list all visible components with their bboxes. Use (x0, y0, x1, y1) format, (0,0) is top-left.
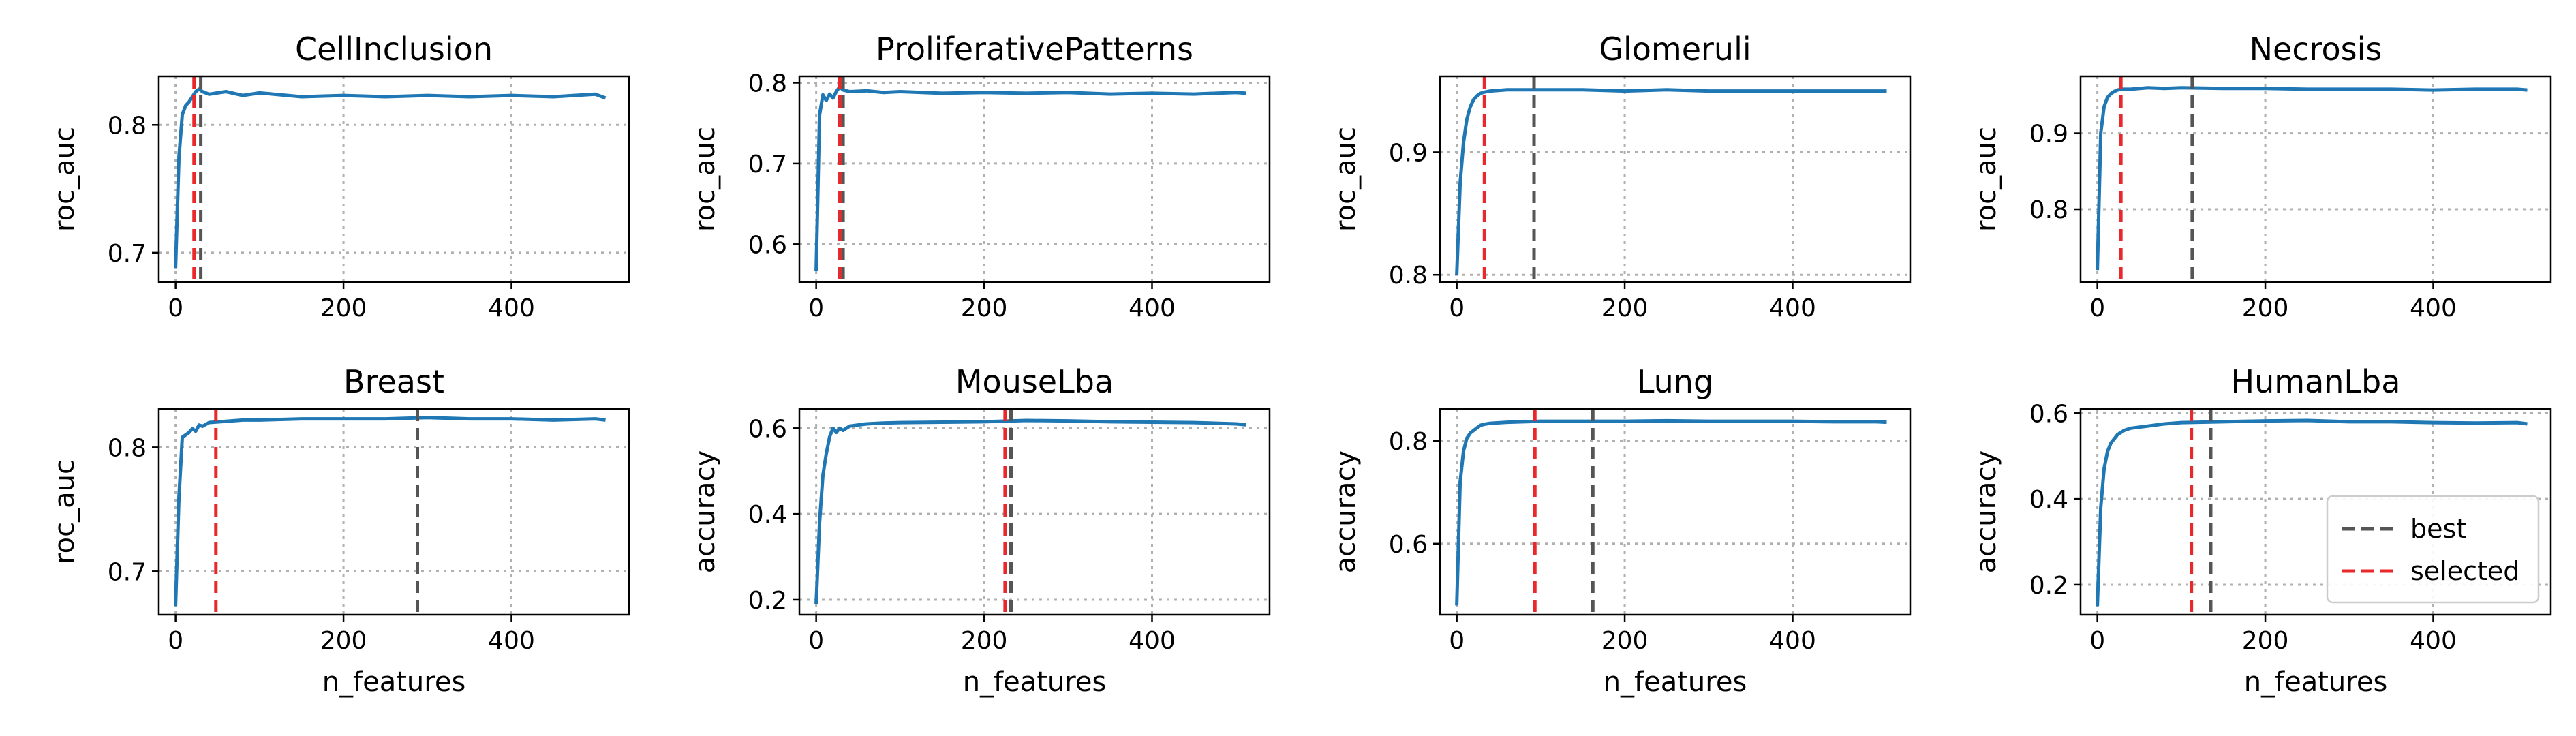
x-tick-label: 0 (2089, 294, 2105, 322)
subplot-necrosis: 0 200 400 0.8 0.9 Necrosis roc_auc (1971, 31, 2552, 322)
x-tick-label: 400 (1769, 627, 1816, 655)
y-tick-label: 0.9 (1389, 139, 1428, 167)
subplot-title: HumanLba (2231, 363, 2401, 400)
x-tick-label: 200 (2242, 294, 2289, 322)
subplot-title: CellInclusion (295, 31, 493, 67)
x-tick-label: 0 (808, 627, 824, 655)
score-curve (1455, 418, 1887, 606)
y-tick-label: 0.2 (2029, 572, 2068, 600)
x-tick-label: 400 (488, 294, 535, 322)
subplot-title: Glomeruli (1599, 31, 1751, 67)
score-curve (814, 85, 1246, 271)
x-tick-label: 400 (1769, 294, 1816, 322)
y-axis-label: accuracy (1330, 450, 1362, 573)
y-tick-label: 0.7 (108, 240, 147, 268)
y-axis-label: roc_auc (49, 127, 80, 232)
y-tick-label: 0.4 (748, 501, 787, 529)
axes-frame (798, 75, 1271, 283)
score-curve (814, 418, 1246, 604)
y-axis-label: roc_auc (49, 459, 80, 564)
score-curve (174, 87, 607, 269)
x-tick-label: 0 (168, 627, 183, 655)
axes-frame (157, 75, 630, 283)
axes-frame (2079, 75, 2552, 283)
axes-frame (1439, 408, 1912, 616)
subplot-title: MouseLba (955, 363, 1114, 400)
x-tick-label: 200 (1601, 294, 1649, 322)
score-curve (2096, 418, 2528, 607)
x-tick-label: 200 (320, 294, 367, 322)
y-tick-label: 0.4 (2029, 486, 2068, 514)
axes-frame (1439, 75, 1912, 283)
x-tick-label: 200 (2242, 627, 2289, 655)
x-tick-label: 200 (320, 627, 367, 655)
y-axis-label: accuracy (690, 450, 721, 573)
x-tick-label: 400 (1129, 294, 1176, 322)
y-tick-label: 0.6 (2029, 400, 2068, 428)
y-tick-label: 0.9 (2029, 121, 2068, 149)
y-tick-label: 0.8 (108, 112, 147, 140)
x-tick-label: 200 (961, 627, 1008, 655)
y-axis-label: roc_auc (690, 127, 721, 232)
subplot-title: Necrosis (2250, 31, 2382, 67)
y-axis-label: accuracy (1971, 450, 2002, 573)
y-axis-label: roc_auc (1330, 127, 1362, 232)
x-tick-label: 400 (2410, 294, 2457, 322)
x-axis-label: n_features (2244, 666, 2388, 698)
y-tick-label: 0.7 (748, 151, 787, 179)
x-tick-label: 400 (2410, 627, 2457, 655)
x-axis-label: n_features (322, 666, 466, 698)
score-curve (1455, 88, 1887, 275)
y-tick-label: 0.7 (108, 558, 147, 586)
score-curve (174, 416, 606, 607)
y-tick-label: 0.8 (748, 70, 787, 97)
y-tick-label: 0.6 (1389, 531, 1428, 559)
y-tick-label: 0.6 (748, 231, 787, 259)
legend-item-selected-label: selected (2410, 556, 2519, 586)
subplot-humanlba: 0 200 400 0.2 0.4 0.6 HumanLba accuracy n_featur… (1971, 363, 2552, 698)
subplot-mouselba: 0 200 400 0.2 0.4 0.6 MouseLba accuracy n_featur… (690, 363, 1271, 698)
y-tick-label: 0.8 (1389, 428, 1428, 456)
x-tick-label: 400 (1129, 627, 1176, 655)
x-axis-label: n_features (963, 666, 1107, 698)
y-tick-label: 0.8 (1389, 262, 1428, 290)
x-tick-label: 200 (961, 294, 1008, 322)
subplot-proliferativepatterns: 0 200 400 0.6 0.7 0.8 ProliferativePatterns roc… (690, 31, 1271, 322)
axes-frame (157, 408, 630, 616)
x-tick-label: 0 (808, 294, 824, 322)
subplot-glomeruli: 0 200 400 0.8 0.9 Glomeruli roc_auc (1330, 31, 1912, 322)
axes-frame (2079, 408, 2552, 616)
x-tick-label: 400 (488, 627, 535, 655)
y-tick-label: 0.8 (108, 434, 147, 462)
subplot-title: ProliferativePatterns (876, 31, 1193, 67)
x-tick-label: 0 (168, 294, 183, 322)
subplot-title: Lung (1637, 363, 1713, 400)
y-tick-label: 0.8 (2029, 196, 2068, 224)
subplot-breast: 0 200 400 0.7 0.8 Breast roc_auc n_features (49, 363, 630, 698)
x-tick-label: 200 (1601, 627, 1649, 655)
subplot-title: Breast (343, 363, 444, 400)
score-curve (2096, 86, 2528, 271)
x-tick-label: 0 (1449, 627, 1465, 655)
y-tick-label: 0.2 (748, 587, 787, 615)
subplot-lung: 0 200 400 0.6 0.8 Lung accuracy n_features (1330, 363, 1912, 698)
axes-frame (798, 408, 1271, 616)
y-tick-label: 0.6 (748, 415, 787, 443)
x-axis-label: n_features (1604, 666, 1747, 698)
y-axis-label: roc_auc (1971, 127, 2002, 232)
legend-box (2326, 495, 2540, 604)
x-tick-label: 0 (2089, 627, 2105, 655)
legend-item-best-label: best (2410, 514, 2466, 544)
legend: best selected (2326, 495, 2540, 604)
subplot-cellinclusion: 0 200 400 0.7 0.8 CellInclusion roc_auc (49, 31, 630, 322)
x-tick-label: 0 (1449, 294, 1465, 322)
